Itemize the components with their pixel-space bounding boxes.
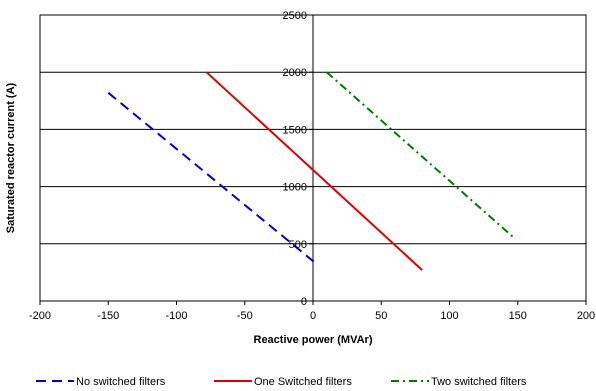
x-tick-label: -100: [165, 310, 187, 322]
tick-labels: 0 500 1000 1500 2000 2500 -200 -150 -100 -50 0 50 10…: [29, 10, 595, 322]
x-tick-label: 200: [577, 310, 595, 322]
series-line-1: [107, 92, 318, 266]
x-tick-label: -50: [237, 310, 253, 322]
x-tick-label: 100: [440, 310, 458, 322]
y-tick-label: 0: [301, 296, 307, 308]
x-tick-label: 0: [310, 310, 316, 322]
legend: No switched filters One Switched filters T…: [36, 376, 527, 388]
x-tick-label: -150: [97, 310, 119, 322]
series-lines: [107, 71, 516, 271]
legend-label: One Switched filters: [254, 376, 352, 388]
y-tick-label: 1000: [283, 182, 307, 194]
legend-label: No switched filters: [76, 376, 166, 388]
y-tick-label: 500: [289, 239, 307, 251]
series-line-3: [326, 71, 516, 240]
axes: [39, 14, 587, 305]
series-line-2: [205, 71, 423, 271]
y-tick-label: 2000: [283, 67, 307, 79]
y-tick-label: 2500: [283, 10, 307, 22]
legend-label: Two switched filters: [431, 376, 527, 388]
x-tick-label: 50: [375, 310, 387, 322]
x-axis-title: Reactive power (MVAr): [254, 334, 373, 346]
y-axis-title: Saturated reactor current (A): [5, 82, 17, 233]
y-tick-label: 1500: [283, 124, 307, 136]
x-tick-label: 150: [509, 310, 527, 322]
x-tick-label: -200: [29, 310, 51, 322]
